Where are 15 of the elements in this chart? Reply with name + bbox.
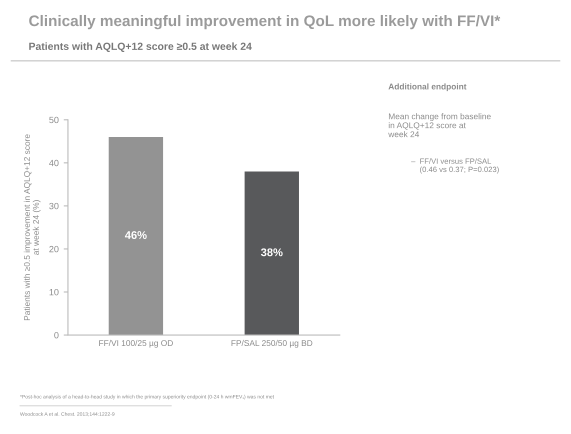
y-tick-label: 50 bbox=[49, 116, 59, 124]
text: Mean change from baseline in AQLQ+12 score at week 24 bbox=[388, 113, 491, 138]
chart-title: Clinically meaningful improvement in QoL more likely with FF/VI* bbox=[29, 14, 500, 30]
data-label: 38% bbox=[260, 248, 283, 256]
y-tick-label: 40 bbox=[49, 160, 59, 166]
text: Additional endpoint bbox=[388, 83, 466, 92]
y-tick-label: 10 bbox=[50, 288, 59, 296]
y-tick-label: 30 bbox=[49, 202, 59, 210]
y-axis-title: Patients with ≥0.5 improvement in AQLQ+12 score at week 24 (%) bbox=[24, 134, 41, 320]
chart-subtitle: Patients with AQLQ+12 score ≥0.5 at week 24 bbox=[29, 42, 252, 52]
x-tick-label: FP/SAL 250/50 µg BD bbox=[232, 340, 312, 348]
y-tick-label: 0 bbox=[54, 332, 59, 338]
x-tick-label: FF/VI 100/25 µg OD bbox=[99, 340, 173, 348]
y-tick-label: 20 bbox=[49, 246, 59, 252]
data-label: 46% bbox=[124, 231, 147, 240]
